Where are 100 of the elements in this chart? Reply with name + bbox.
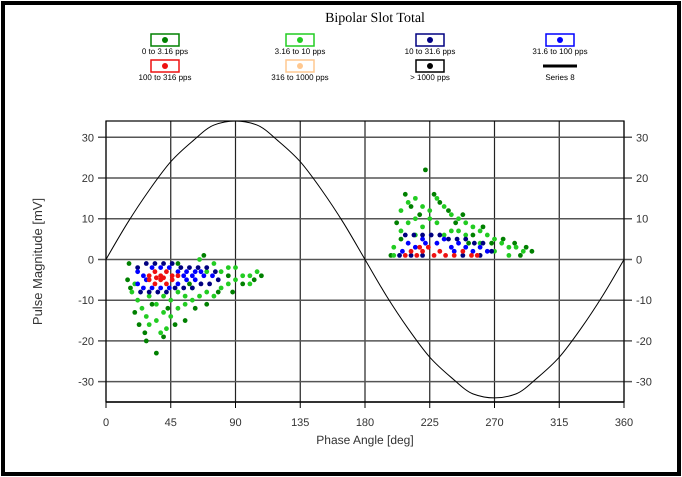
point xyxy=(397,252,402,258)
point xyxy=(437,232,442,238)
point xyxy=(456,240,461,246)
point xyxy=(489,248,494,254)
point xyxy=(125,277,130,282)
point xyxy=(181,286,186,290)
point xyxy=(472,240,477,246)
legend-label: 10 to 31.6 pps xyxy=(404,47,456,56)
point xyxy=(176,282,180,286)
point xyxy=(142,330,148,336)
point xyxy=(141,286,146,290)
point xyxy=(408,248,414,254)
legend-label: 0 to 3.16 pps xyxy=(142,47,188,56)
point xyxy=(135,265,140,270)
point xyxy=(207,282,212,286)
point xyxy=(463,244,468,250)
y-tick-label: 20 xyxy=(82,173,94,186)
x-tick-label: 90 xyxy=(229,417,242,429)
y-tick-label: -30 xyxy=(78,376,94,389)
legend-label: 100 to 316 pps xyxy=(138,73,192,82)
x-tick-label: 360 xyxy=(614,417,634,429)
point xyxy=(192,269,198,274)
point xyxy=(136,322,142,328)
point xyxy=(216,277,221,282)
point xyxy=(161,334,166,340)
point xyxy=(146,290,152,294)
point xyxy=(176,273,180,278)
point xyxy=(166,286,172,290)
y-tick-label: 10 xyxy=(82,214,94,226)
point xyxy=(460,212,466,218)
point xyxy=(394,220,400,226)
point xyxy=(154,275,159,280)
x-tick-label: 225 xyxy=(420,417,439,429)
point xyxy=(489,240,494,246)
y2-tick-label: 0 xyxy=(636,254,642,266)
y-tick-label: 30 xyxy=(82,132,94,144)
point xyxy=(466,240,471,246)
legend-label: Series 8 xyxy=(545,73,576,82)
point xyxy=(420,232,425,238)
legend-label: 316 to 1000 pps xyxy=(271,73,329,82)
x-tick-label: 0 xyxy=(102,417,110,429)
point xyxy=(446,236,451,242)
point xyxy=(150,302,154,307)
point xyxy=(187,282,192,286)
point xyxy=(480,224,486,230)
y2-tick-label: 30 xyxy=(636,132,648,144)
point xyxy=(204,265,210,270)
point xyxy=(135,269,140,274)
point xyxy=(226,273,231,278)
point xyxy=(170,261,175,266)
point xyxy=(184,269,189,274)
point xyxy=(152,269,158,274)
point xyxy=(417,244,422,250)
point xyxy=(201,252,206,258)
point xyxy=(448,244,454,250)
point xyxy=(402,252,408,258)
point xyxy=(126,261,132,266)
point xyxy=(210,273,215,278)
point xyxy=(240,282,246,286)
point xyxy=(478,244,483,250)
point xyxy=(198,282,204,286)
point xyxy=(192,277,198,282)
point xyxy=(198,269,204,274)
point xyxy=(201,273,206,278)
y-tick-label: 0 xyxy=(88,254,94,266)
legend-label: 31.6 to 100 pps xyxy=(532,47,588,56)
point xyxy=(161,275,166,280)
point xyxy=(152,261,158,266)
y-tick-label: -20 xyxy=(78,336,94,348)
y-tick-label: -10 xyxy=(78,295,94,308)
point xyxy=(412,244,418,250)
point xyxy=(437,248,442,254)
y2-tick-label: -30 xyxy=(636,376,652,389)
point xyxy=(434,240,440,246)
point xyxy=(155,290,160,294)
point xyxy=(187,265,192,270)
point xyxy=(500,236,506,242)
point xyxy=(402,192,408,197)
point xyxy=(216,290,221,294)
point xyxy=(164,269,169,274)
point xyxy=(252,277,257,282)
point xyxy=(172,286,178,290)
point xyxy=(144,338,149,344)
point xyxy=(158,286,164,290)
point xyxy=(474,252,480,258)
point xyxy=(432,192,436,197)
line-series xyxy=(106,120,624,398)
point xyxy=(406,240,411,246)
point xyxy=(420,236,425,242)
point xyxy=(138,290,143,294)
point xyxy=(181,273,186,278)
x-tick-label: 315 xyxy=(550,417,568,429)
x-axis-title: Phase Angle [deg] xyxy=(316,433,414,447)
point xyxy=(453,220,458,226)
point xyxy=(480,240,486,246)
point xyxy=(259,273,264,278)
point xyxy=(432,252,436,258)
point xyxy=(146,277,152,282)
point xyxy=(524,244,529,250)
point xyxy=(420,252,425,258)
